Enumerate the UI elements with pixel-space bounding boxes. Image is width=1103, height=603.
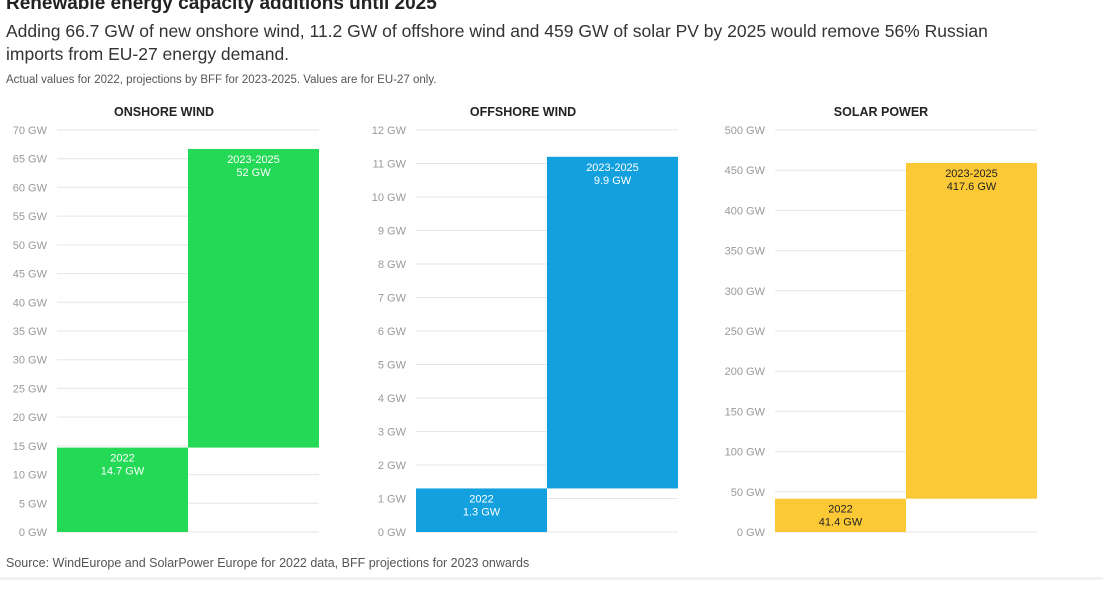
y-tick-label: 0 GW	[378, 527, 407, 539]
chart-title: ONSHORE WIND	[114, 105, 214, 119]
charts-container: ONSHORE WIND 0 GW 5 GW 10 GW 15 GW 20 GW 25 GW…	[13, 105, 1037, 539]
y-tick-label: 70 GW	[13, 125, 48, 137]
y-tick-label: 500 GW	[725, 125, 766, 137]
bar-value-label: 41.4 GW	[819, 517, 863, 529]
chart-title: SOLAR POWER	[834, 105, 928, 119]
y-tick-label: 300 GW	[725, 286, 766, 298]
bar-value-label: 52 GW	[236, 167, 271, 179]
bar-value-label: 9.9 GW	[594, 175, 632, 187]
y-tick-label: 150 GW	[725, 406, 766, 418]
page-subtitle: Adding 66.7 GW of new onshore wind, 11.2…	[6, 21, 988, 64]
y-tick-label: 400 GW	[725, 205, 766, 217]
y-tick-label: 12 GW	[372, 125, 407, 137]
chart-title: OFFSHORE WIND	[470, 105, 576, 119]
y-tick-label: 200 GW	[725, 366, 766, 378]
chart-panel-1: ONSHORE WIND 0 GW 5 GW 10 GW 15 GW 20 GW 25 GW…	[13, 105, 319, 539]
bar-2023-2025	[188, 148, 319, 448]
y-tick-label: 10 GW	[372, 192, 407, 204]
y-tick-label: 0 GW	[19, 527, 48, 539]
y-tick-label: 55 GW	[13, 211, 48, 223]
y-tick-label: 10 GW	[13, 470, 48, 482]
bar-category-label: 2022	[469, 493, 493, 505]
y-tick-label: 20 GW	[13, 412, 48, 424]
y-tick-label: 5 GW	[378, 360, 407, 372]
chart-panel-3: SOLAR POWER 0 GW 50 GW 100 GW 150 GW 200 GW 25…	[725, 105, 1037, 539]
bar-2023-2025	[906, 162, 1037, 499]
bar-2022	[775, 498, 906, 532]
bar-category-label: 2023-2025	[227, 154, 280, 166]
y-tick-label: 3 GW	[378, 427, 407, 439]
y-tick-label: 5 GW	[19, 498, 48, 510]
y-tick-label: 45 GW	[13, 269, 48, 281]
y-tick-label: 60 GW	[13, 182, 48, 194]
y-tick-label: 15 GW	[13, 441, 48, 453]
y-tick-label: 6 GW	[378, 326, 407, 338]
chart-note: Actual values for 2022, projections by B…	[6, 74, 437, 86]
y-tick-label: 9 GW	[378, 226, 407, 238]
y-tick-label: 1 GW	[378, 494, 407, 506]
y-tick-label: 50 GW	[13, 240, 48, 252]
y-tick-label: 350 GW	[725, 246, 766, 258]
bar-2023-2025	[547, 156, 678, 489]
y-tick-label: 450 GW	[725, 165, 766, 177]
y-tick-label: 11 GW	[373, 159, 407, 171]
bar-category-label: 2022	[110, 453, 134, 465]
y-tick-label: 250 GW	[725, 326, 766, 338]
bar-value-label: 1.3 GW	[463, 506, 501, 518]
bar-2022	[57, 447, 188, 532]
y-tick-label: 25 GW	[13, 383, 48, 395]
bar-2022	[416, 488, 547, 532]
y-tick-label: 7 GW	[378, 293, 407, 305]
y-tick-label: 35 GW	[13, 326, 48, 338]
y-tick-label: 65 GW	[13, 154, 48, 166]
bar-category-label: 2023-2025	[945, 168, 998, 180]
y-tick-label: 2 GW	[378, 460, 407, 472]
y-tick-label: 50 GW	[731, 487, 766, 499]
source-note: Source: WindEurope and SolarPower Europe…	[6, 556, 530, 570]
y-tick-label: 30 GW	[13, 355, 48, 367]
y-tick-label: 8 GW	[378, 259, 407, 271]
y-tick-label: 4 GW	[378, 393, 407, 405]
bar-category-label: 2022	[828, 504, 852, 516]
bar-value-label: 417.6 GW	[947, 181, 997, 193]
y-tick-label: 100 GW	[725, 447, 766, 459]
y-tick-label: 40 GW	[13, 297, 48, 309]
divider	[0, 577, 1103, 580]
bar-category-label: 2023-2025	[586, 162, 639, 174]
page-title: Renewable energy capacity additions unti…	[6, 0, 437, 14]
y-tick-label: 0 GW	[737, 527, 766, 539]
bar-value-label: 14.7 GW	[101, 466, 145, 478]
chart-panel-2: OFFSHORE WIND 0 GW 1 GW 2 GW 3 GW 4 GW 5 GW 6 G…	[372, 105, 678, 539]
